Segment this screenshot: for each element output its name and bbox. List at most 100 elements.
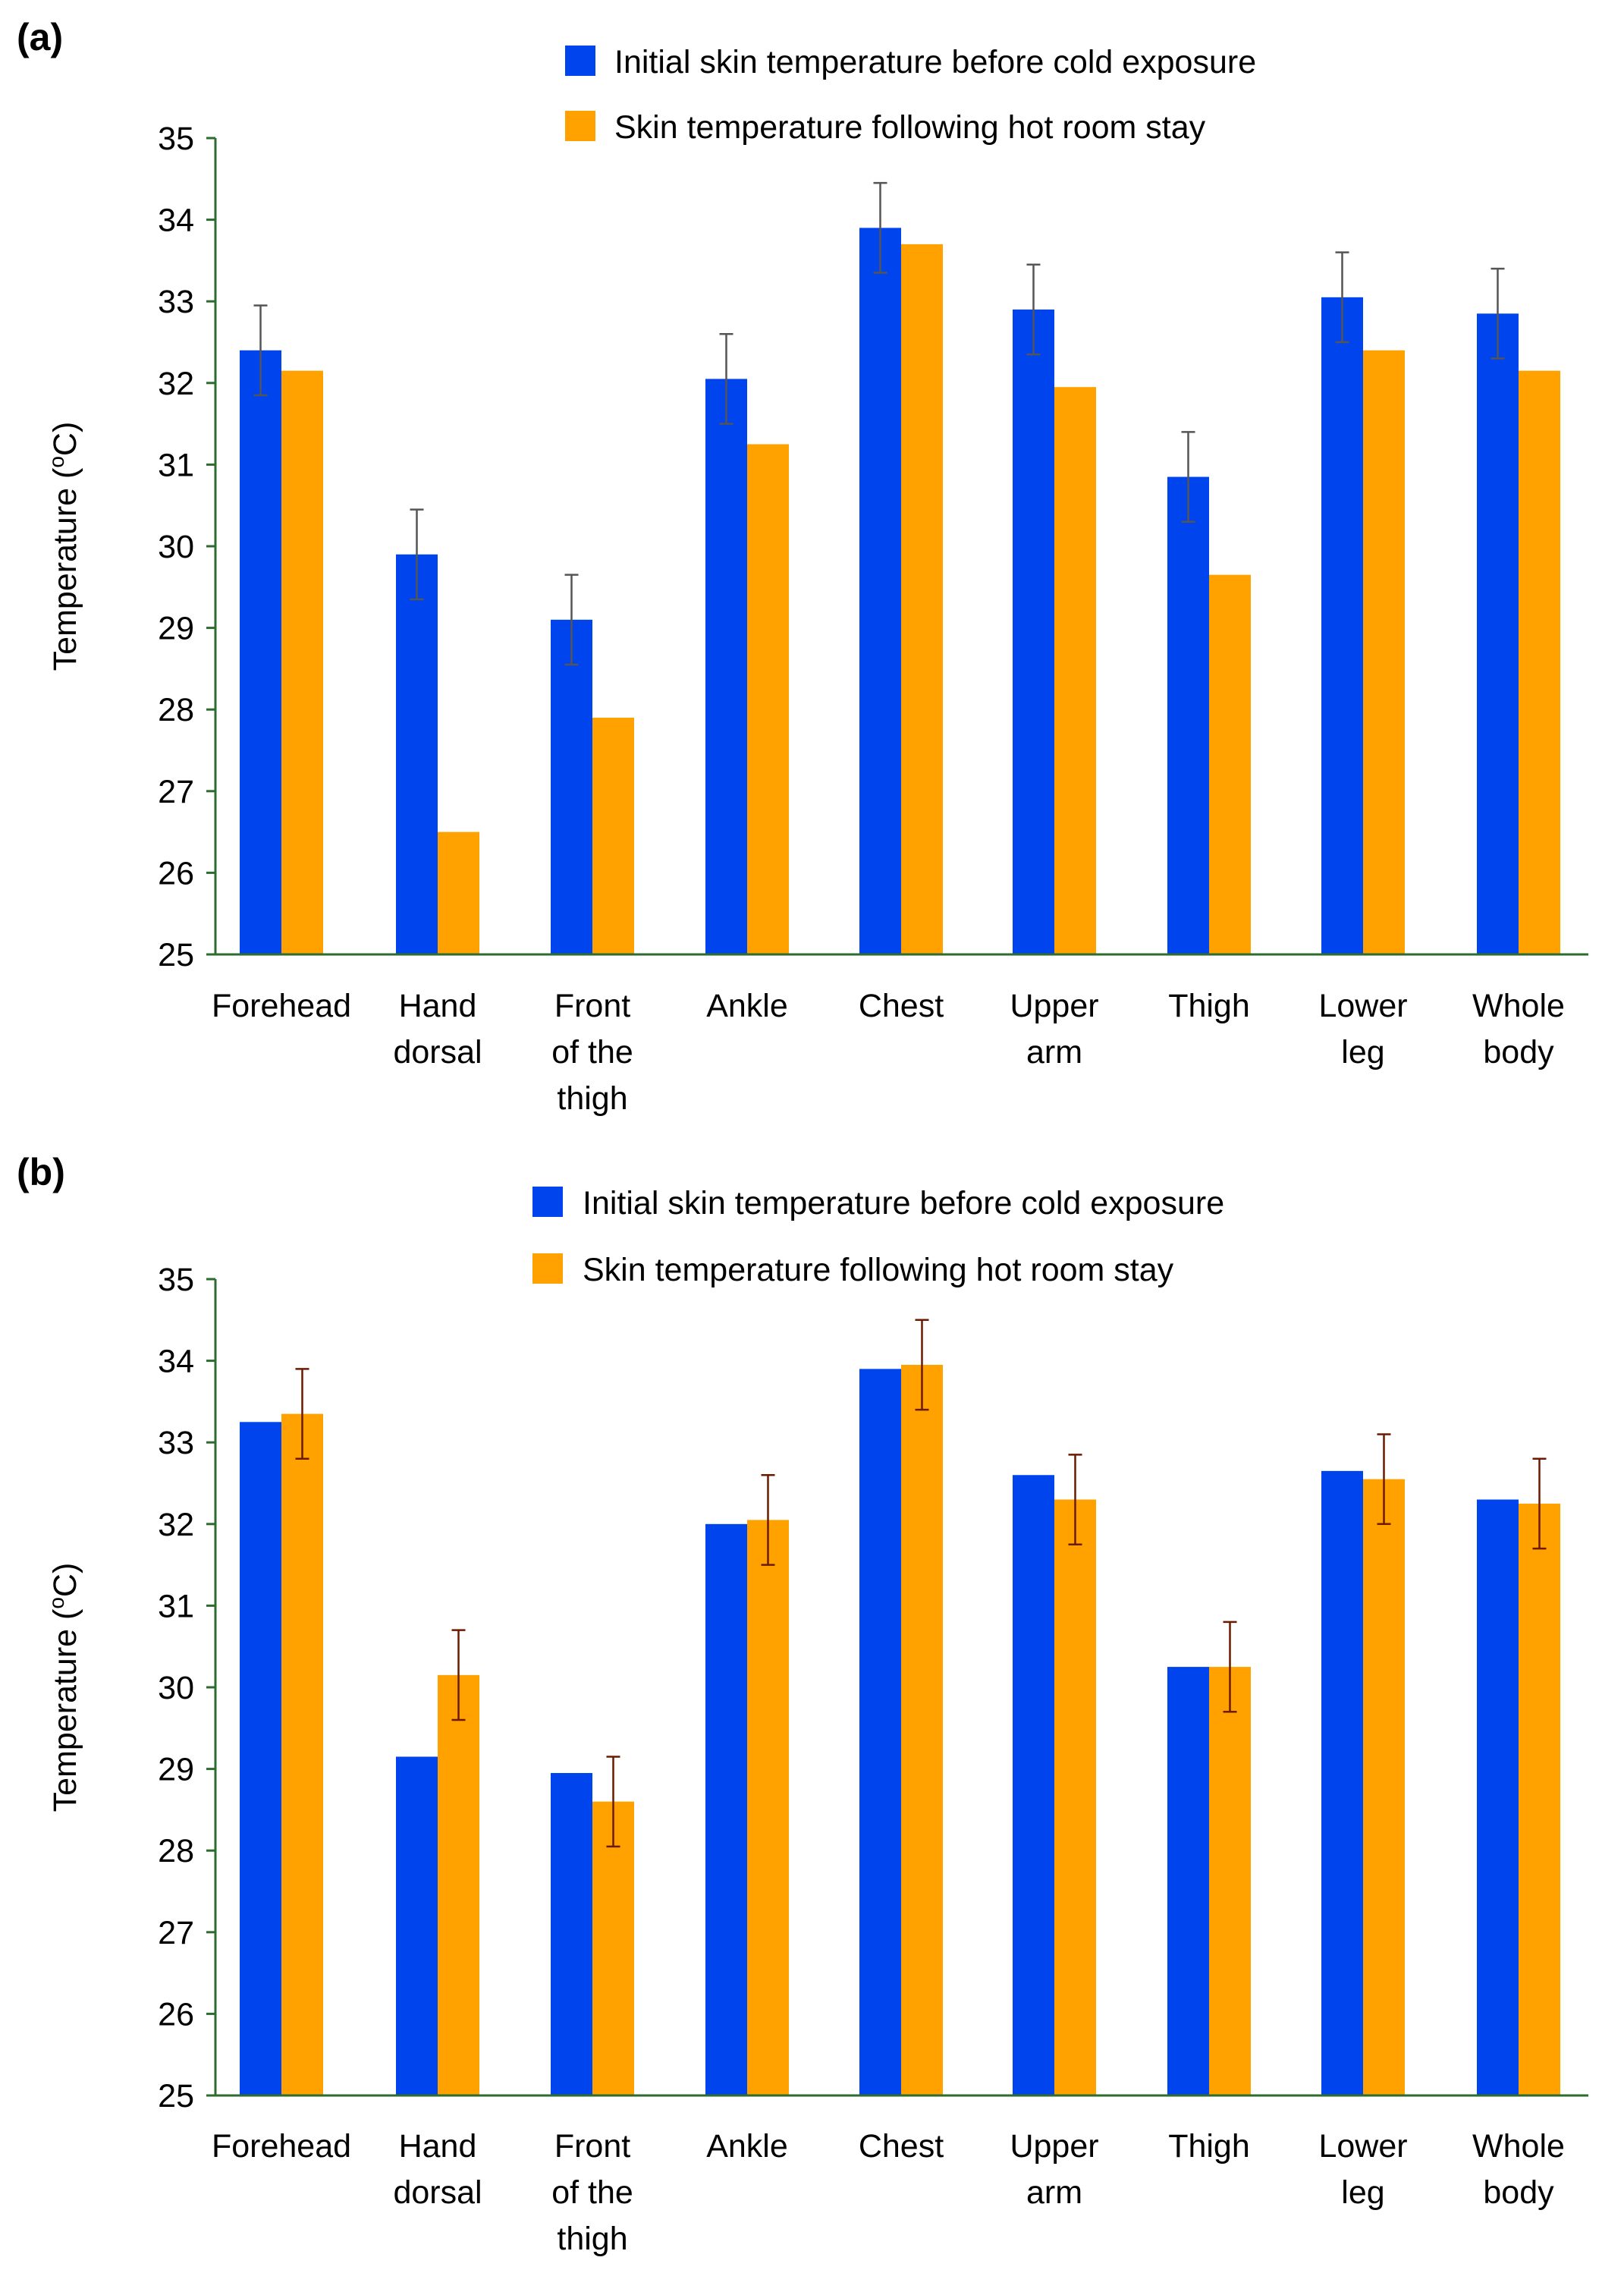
y-tick-label: 32 [158, 1507, 194, 1543]
bar-initial-6 [1013, 309, 1054, 955]
bar-initial-9 [1477, 313, 1519, 955]
bar-initial-6 [1013, 1475, 1054, 2095]
category-label-2: Hand [399, 2128, 477, 2165]
bar-hot-room-4 [747, 1520, 789, 2095]
bar-initial-5 [859, 228, 901, 954]
bar-hot-room-3 [592, 1801, 634, 2095]
y-tick-label: 30 [158, 529, 194, 565]
category-label-2: Hand [399, 988, 477, 1024]
error-bar-initial-4 [719, 332, 733, 425]
category-label-9: Whole [1472, 988, 1565, 1024]
error-bar-initial-9 [1490, 267, 1505, 360]
category-label-7: Thigh [1168, 2128, 1250, 2165]
y-tick-label: 34 [158, 1344, 194, 1380]
y-tick-label: 25 [158, 937, 194, 973]
bar-initial-4 [705, 379, 747, 954]
bar-hot-room-9 [1519, 370, 1560, 954]
category-label-3: of the [551, 2174, 633, 2211]
category-label-9: body [1483, 2174, 1554, 2211]
category-label-7: Thigh [1168, 988, 1250, 1024]
bar-hot-room-7 [1209, 1667, 1251, 2095]
error-bar-initial-7 [1181, 431, 1195, 523]
y-tick-label: 32 [158, 366, 194, 402]
error-bar-initial-5 [873, 181, 887, 274]
error-bar-hot-room-5 [915, 1319, 929, 1411]
category-label-3: Front [554, 2128, 630, 2165]
bar-initial-5 [859, 1369, 901, 2095]
category-label-4: Ankle [706, 988, 788, 1024]
y-axis-title: Temperature (oC) [45, 422, 83, 671]
y-axis-title-prefix: Temperature ( [47, 467, 83, 671]
error-bar-hot-room-6 [1068, 1454, 1082, 1545]
bar-initial-8 [1321, 1470, 1363, 2095]
panel-a: (a) Initial skin temperature before cold … [17, 16, 1588, 1117]
bar-hot-room-1 [281, 1413, 323, 2095]
bar-hot-room-6 [1054, 387, 1096, 954]
legend-label-hot-room: Skin temperature following hot room stay [583, 1252, 1174, 1288]
y-tick-label: 30 [158, 1670, 194, 1706]
bar-initial-3 [551, 1772, 592, 2095]
bar-initial-7 [1167, 1667, 1209, 2095]
y-tick-label: 25 [158, 2078, 194, 2114]
category-label-5: Chest [859, 2128, 944, 2165]
error-bar-hot-room-1 [295, 1368, 309, 1460]
category-label-4: Ankle [706, 2128, 788, 2165]
bar-initial-3 [551, 619, 592, 954]
y-tick-label: 26 [158, 1996, 194, 2032]
bar-initial-7 [1167, 476, 1209, 954]
legend-label-hot-room: Skin temperature following hot room stay [614, 109, 1206, 146]
error-bar-initial-1 [253, 304, 268, 397]
error-bar-hot-room-7 [1223, 1621, 1237, 1713]
panel-b: (b) Initial skin temperature before cold … [17, 1151, 1588, 2257]
y-tick-label: 31 [158, 447, 194, 483]
bar-hot-room-2 [438, 1674, 479, 2095]
bar-hot-room-1 [281, 370, 323, 954]
bar-hot-room-8 [1363, 1479, 1405, 2095]
y-axis-title-suffix: C) [47, 1563, 83, 1597]
y-tick-label: 28 [158, 1833, 194, 1869]
bar-hot-room-8 [1363, 350, 1405, 954]
category-label-6: Upper [1010, 2128, 1098, 2165]
legend-label-initial: Initial skin temperature before cold exp… [583, 1185, 1224, 1221]
error-bar-initial-2 [410, 508, 424, 601]
category-label-8: leg [1341, 1034, 1384, 1070]
category-label-6: arm [1026, 1034, 1082, 1070]
error-bar-initial-3 [564, 574, 579, 666]
y-tick-label: 33 [158, 284, 194, 320]
error-bar-hot-room-9 [1532, 1457, 1547, 1550]
y-tick-label: 29 [158, 611, 194, 647]
y-axis-title-superscript: o [45, 456, 68, 468]
y-tick-label: 29 [158, 1752, 194, 1788]
category-label-1: Forehead [212, 988, 351, 1024]
error-bar-initial-8 [1335, 251, 1349, 344]
y-axis-title-prefix: Temperature ( [47, 1608, 83, 1812]
bar-hot-room-7 [1209, 574, 1251, 954]
error-bar-hot-room-3 [606, 1756, 620, 1848]
legend-swatch-hot-room [565, 111, 595, 141]
category-label-1: Forehead [212, 2128, 351, 2165]
panel-label: (a) [17, 16, 63, 58]
y-axis-title: Temperature (oC) [45, 1563, 83, 1812]
category-label-3: of the [551, 1034, 633, 1070]
y-axis-title-suffix: C) [47, 422, 83, 456]
category-label-3: thigh [557, 1080, 627, 1117]
y-tick-label: 26 [158, 855, 194, 891]
y-tick-label: 27 [158, 1915, 194, 1951]
category-label-2: dorsal [393, 1034, 482, 1070]
category-label-2: dorsal [393, 2174, 482, 2211]
category-label-8: Lower [1318, 2128, 1407, 2165]
category-label-8: Lower [1318, 988, 1407, 1024]
error-bar-hot-room-2 [451, 1629, 466, 1721]
bar-hot-room-4 [747, 444, 789, 954]
legend-swatch-initial [532, 1187, 563, 1217]
bar-hot-room-2 [438, 832, 479, 954]
y-axis-title-superscript: o [45, 1597, 68, 1609]
bar-hot-room-6 [1054, 1499, 1096, 2095]
bar-initial-4 [705, 1523, 747, 2095]
y-tick-label: 28 [158, 692, 194, 728]
category-label-3: Front [554, 988, 630, 1024]
bar-hot-room-5 [901, 1364, 943, 2095]
category-label-6: Upper [1010, 988, 1098, 1024]
category-label-6: arm [1026, 2174, 1082, 2211]
panel-label: (b) [17, 1151, 65, 1193]
